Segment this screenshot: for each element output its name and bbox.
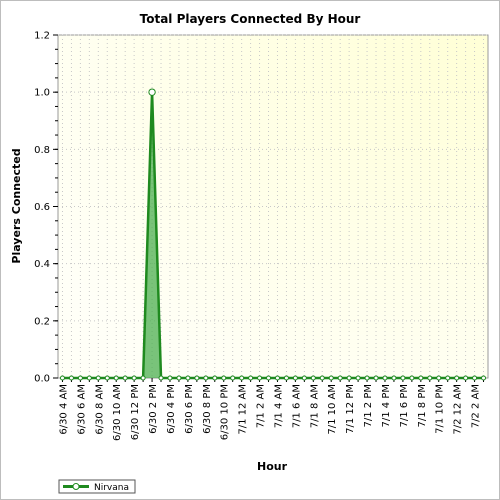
y-tick-label: 1.0 (34, 88, 50, 99)
data-point (148, 88, 156, 96)
x-tick-label: 6/30 2 PM (148, 384, 159, 434)
chart-title: Total Players Connected By Hour (140, 12, 361, 26)
x-tick-label: 6/30 8 AM (94, 384, 105, 435)
data-point (391, 375, 397, 381)
x-tick-label: 7/1 10 PM (435, 384, 446, 434)
x-tick-label: 7/1 6 AM (291, 384, 302, 428)
data-point (274, 375, 280, 381)
y-tick-label: 0.4 (34, 259, 50, 270)
data-point (104, 375, 110, 381)
data-point (427, 375, 433, 381)
data-point (68, 375, 74, 381)
data-point (266, 375, 272, 381)
y-tick-label: 0.2 (34, 316, 50, 327)
x-tick-label: 7/2 2 AM (471, 384, 482, 428)
y-tick-label: 0.0 (34, 374, 50, 385)
legend-swatch-marker (72, 483, 80, 490)
x-tick-label: 6/30 8 PM (202, 384, 213, 434)
x-tick-label: 7/1 6 PM (399, 384, 410, 427)
x-tick-label: 7/1 8 PM (417, 384, 428, 427)
y-tick-label: 1.2 (34, 31, 50, 42)
y-axis-title: Players Connected (10, 148, 23, 263)
x-tick-label: 6/30 6 AM (76, 384, 87, 435)
x-tick-label: 7/1 2 PM (363, 384, 374, 427)
legend-box (58, 479, 136, 494)
x-axis-title: Hour (257, 460, 288, 473)
series-layer (59, 88, 487, 381)
data-point (481, 375, 487, 381)
data-point (301, 375, 307, 381)
data-point (185, 375, 191, 381)
data-point (283, 375, 289, 381)
data-point (113, 375, 119, 381)
data-point (176, 375, 182, 381)
y-tick-label: 0.8 (34, 145, 50, 156)
x-tick-label: 6/30 12 PM (130, 384, 141, 440)
x-tick-label: 7/1 8 AM (309, 384, 320, 428)
data-point (239, 375, 245, 381)
data-point (400, 375, 406, 381)
data-point (319, 375, 325, 381)
data-point (364, 375, 370, 381)
data-point (59, 375, 65, 381)
data-point (221, 375, 227, 381)
data-point (472, 375, 478, 381)
data-point (86, 375, 92, 381)
legend-label-nirvana: Nirvana (94, 483, 129, 493)
data-point (248, 375, 254, 381)
data-point (418, 375, 424, 381)
data-point (436, 375, 442, 381)
data-point (310, 375, 316, 381)
x-tick-label: 7/1 2 AM (256, 384, 267, 428)
x-tick-label: 7/1 4 AM (273, 384, 284, 428)
x-tick-label: 6/30 4 PM (166, 384, 177, 434)
data-point (158, 375, 164, 381)
data-point (212, 375, 218, 381)
data-point (194, 375, 200, 381)
data-point (337, 375, 343, 381)
data-point (463, 375, 469, 381)
data-point (292, 375, 298, 381)
y-axis: 0.0 0.2 0.4 0.6 0.8 1.0 1.2 (34, 31, 58, 385)
plot-area (57, 34, 489, 379)
x-tick-label: 7/1 4 PM (381, 384, 392, 427)
data-point (409, 375, 415, 381)
legend: Nirvana (58, 479, 136, 494)
data-point (230, 375, 236, 381)
x-tick-label: 6/30 4 AM (58, 384, 69, 435)
x-axis: 6/30 4 AM 6/30 6 AM 6/30 8 AM 6/30 10 AM 6/3… (58, 378, 485, 441)
x-tick-label: 6/30 6 PM (184, 384, 195, 434)
x-tick-label: 7/1 12 PM (345, 384, 356, 434)
data-point (77, 375, 83, 381)
data-point (257, 375, 263, 381)
data-point (122, 375, 128, 381)
data-point (140, 375, 146, 381)
x-tick-label: 7/1 10 AM (327, 384, 338, 435)
x-tick-label: 6/30 10 PM (220, 384, 231, 440)
x-tick-label: 6/30 10 AM (112, 384, 123, 441)
data-point (167, 375, 173, 381)
data-point (445, 375, 451, 381)
y-tick-label: 0.6 (34, 202, 50, 213)
data-point (382, 375, 388, 381)
x-tick-label: 7/1 12 AM (238, 384, 249, 435)
data-point (203, 375, 209, 381)
data-point (131, 375, 137, 381)
data-point (95, 375, 101, 381)
data-point (328, 375, 334, 381)
data-point (454, 375, 460, 381)
x-tick-label: 7/2 12 AM (453, 384, 464, 435)
data-point (373, 375, 379, 381)
data-point (346, 375, 352, 381)
data-point (355, 375, 361, 381)
